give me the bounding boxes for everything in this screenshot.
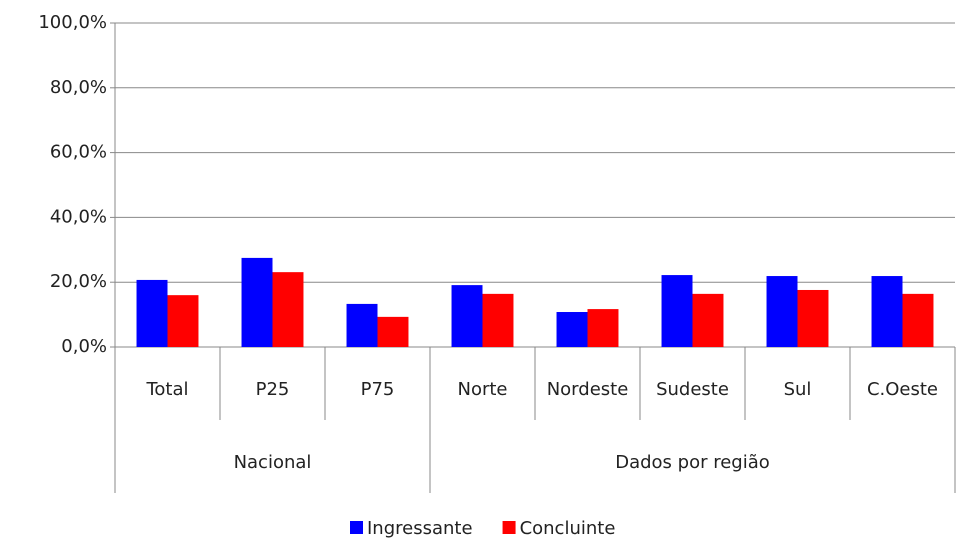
bar xyxy=(661,275,693,347)
y-tick-label: 20,0% xyxy=(50,271,107,292)
bar xyxy=(902,293,934,347)
bar xyxy=(167,295,199,347)
y-tick-label: 80,0% xyxy=(50,77,107,98)
legend-swatch xyxy=(502,521,516,534)
bar xyxy=(136,279,168,347)
legend-label: Ingressante xyxy=(367,518,473,539)
x-tick-label: Total xyxy=(145,379,188,400)
bar xyxy=(766,276,798,347)
bar xyxy=(272,272,304,347)
y-tick-label: 60,0% xyxy=(50,142,107,163)
x-tick-label: P75 xyxy=(361,379,395,400)
x-tick-label: C.Oeste xyxy=(867,379,938,400)
bar xyxy=(377,316,409,347)
bar xyxy=(482,293,514,347)
bar xyxy=(692,293,724,347)
x-tick-label: Nordeste xyxy=(547,379,629,400)
legend-label: Concluinte xyxy=(520,518,616,539)
bar xyxy=(451,285,483,347)
x-tick-label: Sudeste xyxy=(656,379,729,400)
y-tick-label: 100,0% xyxy=(38,12,107,33)
x-tick-label: Sul xyxy=(784,379,812,400)
bar xyxy=(871,276,903,347)
group-label: Nacional xyxy=(234,452,312,473)
x-tick-label: Norte xyxy=(457,379,507,400)
bar xyxy=(587,309,619,347)
y-tick-label: 40,0% xyxy=(50,206,107,227)
group-label: Dados por região xyxy=(615,452,770,473)
bar xyxy=(346,303,378,347)
bar xyxy=(556,312,588,347)
legend-swatch xyxy=(350,521,363,534)
x-tick-label: P25 xyxy=(256,379,290,400)
bar xyxy=(241,257,273,347)
y-tick-label: 0,0% xyxy=(61,336,107,357)
bar xyxy=(797,289,829,347)
